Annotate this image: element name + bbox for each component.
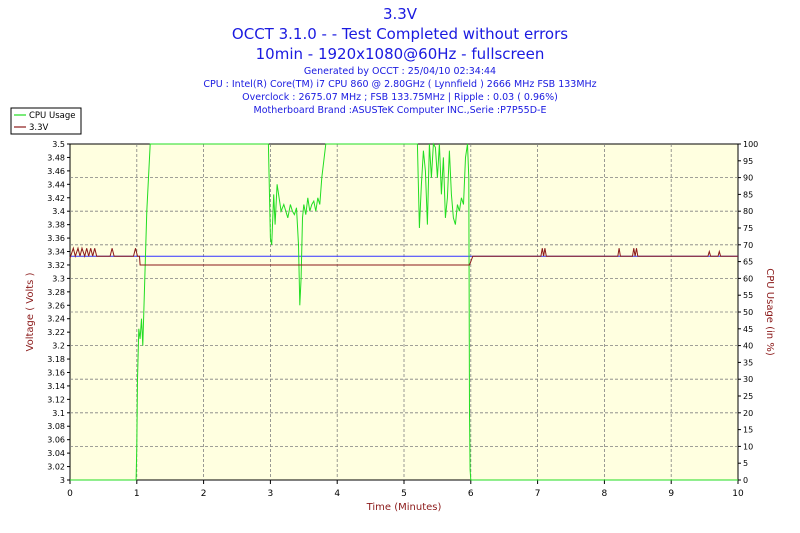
chart-subtitle-test: OCCT 3.1.0 - - Test Completed without er… bbox=[231, 25, 569, 43]
y-right-tick-label: 40 bbox=[743, 342, 753, 351]
y-right-tick-label: 55 bbox=[743, 291, 753, 300]
y-left-tick-label: 3.12 bbox=[47, 395, 65, 404]
y-right-tick-label: 50 bbox=[743, 308, 753, 317]
y-left-tick-label: 3.08 bbox=[47, 422, 65, 431]
y-right-tick-label: 0 bbox=[743, 476, 748, 485]
y-left-tick-label: 3.1 bbox=[52, 409, 65, 418]
y-left-tick-label: 3.5 bbox=[52, 140, 65, 149]
series-line-cpu bbox=[70, 142, 738, 481]
x-tick-label: 1 bbox=[134, 489, 140, 499]
y-right-tick-label: 60 bbox=[743, 274, 753, 283]
info-generated: Generated by OCCT : 25/04/10 02:34:44 bbox=[303, 66, 497, 77]
y-left-tick-label: 3.02 bbox=[47, 463, 65, 472]
info-overclock: Overclock : 2675.07 MHz ; FSB 133.75MHz … bbox=[242, 92, 558, 103]
y-right-tick-label: 70 bbox=[743, 241, 753, 250]
x-tick-label: 10 bbox=[732, 489, 744, 499]
y-right-tick-label: 10 bbox=[743, 442, 753, 451]
y-right-tick-label: 90 bbox=[743, 174, 753, 183]
y-right-tick-label: 30 bbox=[743, 375, 753, 384]
y-right-tick-label: 65 bbox=[743, 258, 753, 267]
series-line-voltage bbox=[69, 246, 738, 266]
x-axis-label: Time (Minutes) bbox=[366, 502, 442, 513]
y-axis-left-label: Voltage ( Volts ) bbox=[25, 272, 36, 351]
y-right-tick-label: 45 bbox=[743, 325, 753, 334]
y-left-tick-label: 3.06 bbox=[47, 436, 65, 445]
y-right-tick-label: 75 bbox=[743, 224, 753, 233]
y-left-tick-label: 3.16 bbox=[47, 368, 65, 377]
x-tick-label: 2 bbox=[201, 489, 207, 499]
y-right-tick-label: 95 bbox=[743, 157, 753, 166]
y-left-tick-label: 3.46 bbox=[47, 167, 65, 176]
y-left-tick-label: 3.44 bbox=[47, 180, 65, 189]
legend-label-voltage: 3.3V bbox=[29, 123, 49, 133]
y-right-tick-label: 100 bbox=[743, 140, 758, 149]
y-left-tick-label: 3.22 bbox=[47, 328, 65, 337]
legend-label-cpu: CPU Usage bbox=[29, 111, 75, 121]
x-tick-label: 3 bbox=[268, 489, 274, 499]
legend: CPU Usage 3.3V bbox=[10, 107, 82, 135]
x-tick-label: 5 bbox=[401, 489, 407, 499]
x-tick-label: 4 bbox=[334, 489, 340, 499]
y-left-tick-label: 3.38 bbox=[47, 221, 65, 230]
y-left-tick-label: 3.04 bbox=[47, 449, 65, 458]
y-left-tick-label: 3.2 bbox=[52, 342, 65, 351]
x-tick-label: 8 bbox=[602, 489, 608, 499]
y-left-tick-label: 3.42 bbox=[47, 194, 65, 203]
y-right-tick-label: 35 bbox=[743, 358, 753, 367]
info-cpu: CPU : Intel(R) Core(TM) i7 CPU 860 @ 2.8… bbox=[203, 79, 597, 90]
y-left-tick-label: 3 bbox=[60, 476, 65, 485]
y-left-tick-label: 3.28 bbox=[47, 288, 65, 297]
y-right-tick-label: 15 bbox=[743, 426, 753, 435]
y-left-tick-label: 3.32 bbox=[47, 261, 65, 270]
x-tick-label: 0 bbox=[67, 489, 73, 499]
y-right-tick-label: 25 bbox=[743, 392, 753, 401]
x-tick-label: 6 bbox=[468, 489, 474, 499]
y-right-tick-label: 20 bbox=[743, 409, 753, 418]
y-left-tick-label: 3.34 bbox=[47, 248, 65, 257]
y-left-tick-label: 3.48 bbox=[47, 153, 65, 162]
y-right-tick-label: 5 bbox=[743, 459, 748, 468]
y-left-tick-label: 3.14 bbox=[47, 382, 65, 391]
x-tick-label: 9 bbox=[668, 489, 674, 499]
y-left-tick-label: 3.18 bbox=[47, 355, 65, 364]
chart-subtitle-mode: 10min - 1920x1080@60Hz - fullscreen bbox=[255, 45, 545, 63]
chart-title: 3.3V bbox=[382, 5, 418, 23]
y-axis-right-label: CPU Usage (in %) bbox=[764, 268, 775, 356]
y-left-tick-label: 3.36 bbox=[47, 234, 65, 243]
y-right-tick-label: 80 bbox=[743, 207, 753, 216]
x-tick-label: 7 bbox=[535, 489, 541, 499]
info-motherboard: Motherboard Brand :ASUSTeK Computer INC.… bbox=[253, 105, 547, 116]
y-right-tick-label: 85 bbox=[743, 190, 753, 199]
y-left-tick-label: 3.24 bbox=[47, 315, 65, 324]
y-left-tick-label: 3.4 bbox=[52, 207, 65, 216]
y-left-tick-label: 3.26 bbox=[47, 301, 65, 310]
y-left-tick-label: 3.3 bbox=[52, 274, 65, 283]
